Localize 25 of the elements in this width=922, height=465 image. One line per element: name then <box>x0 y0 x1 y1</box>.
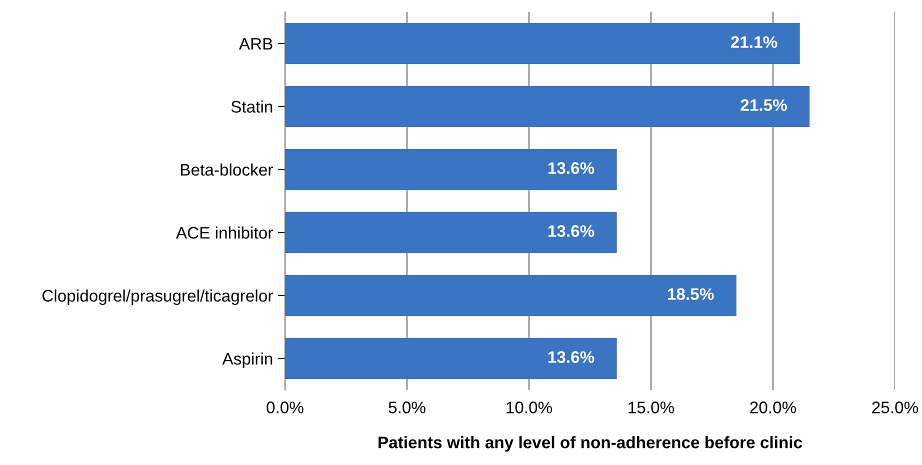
bar <box>285 149 617 190</box>
bar <box>285 23 800 64</box>
data-label: 21.5% <box>740 99 787 111</box>
y-tick-label: Beta-blocker <box>181 163 273 176</box>
data-label: 13.6% <box>548 225 594 237</box>
x-tick-label: 20.0% <box>750 402 796 414</box>
data-label: 13.6% <box>548 351 594 363</box>
y-tick-label: ARB <box>238 38 272 50</box>
data-label: 21.1% <box>730 36 778 48</box>
y-tick-label: Aspirin <box>222 352 272 368</box>
x-tick-label: 5.0% <box>388 402 426 414</box>
y-tick-label: Statin <box>231 100 272 113</box>
bar <box>285 338 617 379</box>
data-label: 13.6% <box>548 162 594 174</box>
bar <box>285 275 736 316</box>
y-tick-label: Clopidogrel/prasugrel/ticagrelor <box>42 289 273 305</box>
bar <box>285 212 617 253</box>
data-label: 18.5% <box>668 288 714 300</box>
x-tick-label: 15.0% <box>628 402 674 414</box>
x-axis-title: Patients with any level of non-adherence before clinic <box>378 436 802 452</box>
y-tick-label: ACE inhibitor <box>176 226 273 239</box>
x-tick-label: 10.0% <box>506 402 552 414</box>
x-tick-label: 25.0% <box>872 402 918 414</box>
bar <box>285 86 810 127</box>
x-tick-label: 0.0% <box>266 402 304 414</box>
